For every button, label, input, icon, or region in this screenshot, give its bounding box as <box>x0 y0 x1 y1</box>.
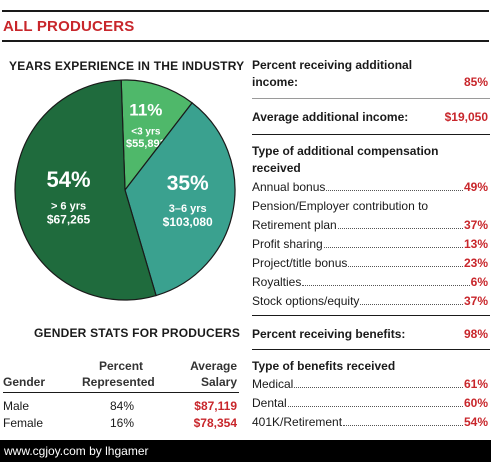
avg-additional-income-value: $19,050 <box>444 110 488 124</box>
list-item: Dental 60% <box>252 396 490 415</box>
benefit-types-heading: Type of benefits received <box>252 359 396 373</box>
divider <box>252 315 490 316</box>
pie-slice <box>14 79 157 301</box>
list-item-value: 6% <box>470 275 488 289</box>
col-salary-line2: Salary <box>200 375 237 389</box>
col-percent-line1: Percent <box>99 359 144 373</box>
additional-income-label-1: Percent receiving additional <box>252 58 413 72</box>
table-row: Male 84% $87,119 <box>3 398 239 415</box>
leader-dots <box>337 228 463 229</box>
list-item-label: Dental <box>252 396 287 410</box>
divider <box>252 134 490 135</box>
divider <box>252 349 490 350</box>
benefits-label: Percent receiving benefits: <box>252 327 406 341</box>
pie-pct-label: 11% <box>129 101 162 120</box>
list-item: Pension/Employer contribution to <box>252 199 490 218</box>
list-item: Stock options/equity 37% <box>252 294 490 313</box>
benefits-value: 98% <box>463 327 488 341</box>
list-item: Project/title bonus 23% <box>252 256 490 275</box>
gender-table-header: Gender Percent Represented Average Salar… <box>3 357 239 391</box>
list-item-label: Stock options/equity <box>252 294 360 308</box>
page-title: ALL PRODUCERS <box>3 18 135 35</box>
pie-range-label: > 6 yrs <box>51 201 86 213</box>
pie-slice <box>124 102 236 297</box>
pie-pct-label: 35% <box>167 172 209 195</box>
list-item-value: 23% <box>463 256 488 270</box>
experience-pie-chart: 11% <3 yrs$55,893 35% 3–6 yrs$103,080 54% > 6… <box>14 79 236 301</box>
leader-dots <box>326 190 463 191</box>
comp-types-heading-1: Type of additional compensation <box>252 144 439 158</box>
pie-pct-label: 54% <box>47 167 91 192</box>
comp-types-heading: Type of additional compensation received <box>252 143 490 177</box>
list-item-label: Profit sharing <box>252 237 323 251</box>
pie-salary-label: $103,080 <box>163 215 213 229</box>
col-gender: Gender <box>3 375 46 389</box>
leader-dots <box>287 406 463 407</box>
benefit-types-list: Medical 61% Dental 60% 401K/Retirement 5… <box>252 377 490 434</box>
col-percent-line2: Represented <box>82 375 155 389</box>
percent-cell: 16% <box>110 416 135 430</box>
list-item-value: 37% <box>463 218 488 232</box>
comp-types-list: Annual bonus 49% Pension/Employer contri… <box>252 180 490 313</box>
leader-dots <box>294 387 463 388</box>
list-item-value: 49% <box>463 180 488 194</box>
gender-table-divider <box>3 392 239 393</box>
pie-salary-label: $55,893 <box>126 138 166 150</box>
divider <box>252 98 490 99</box>
gender-cell: Female <box>3 416 44 430</box>
list-item: Medical 61% <box>252 377 490 396</box>
list-item: Annual bonus 49% <box>252 180 490 199</box>
pie-salary-label: $67,265 <box>47 212 91 226</box>
avg-additional-income-stat: Average additional income: $19,050 <box>252 109 490 126</box>
additional-income-label-2: income: <box>252 75 299 89</box>
gender-heading: GENDER STATS FOR PRODUCERS <box>34 326 241 340</box>
additional-income-stat: Percent receiving additional income: 85% <box>252 57 490 91</box>
list-item-value: 61% <box>463 377 488 391</box>
list-item: 401K/Retirement 54% <box>252 415 490 434</box>
leader-dots <box>343 425 463 426</box>
list-item-label: Project/title bonus <box>252 256 348 270</box>
list-item: Royalties 6% <box>252 275 490 294</box>
leader-dots <box>348 266 463 267</box>
salary-cell: $78,354 <box>193 416 237 430</box>
title-rule <box>2 40 489 42</box>
leader-dots <box>360 304 463 305</box>
list-item-label: Medical <box>252 377 294 391</box>
footer-credit: www.cgjoy.com by lhgamer <box>0 440 491 462</box>
list-item-label: Retirement plan <box>252 218 337 232</box>
top-rule <box>2 10 489 12</box>
leader-dots <box>302 285 470 286</box>
leader-dots <box>323 247 463 248</box>
list-item-label: Pension/Employer contribution to <box>252 199 429 213</box>
list-item-label: Annual bonus <box>252 180 326 194</box>
list-item-value: 37% <box>463 294 488 308</box>
pie-range-label: <3 yrs <box>131 127 161 138</box>
avg-additional-income-label: Average additional income: <box>252 110 409 124</box>
pie-slice <box>120 79 193 192</box>
gender-table: Gender Percent Represented Average Salar… <box>3 357 239 432</box>
col-salary-line1: Average <box>190 359 237 373</box>
gender-cell: Male <box>3 399 30 413</box>
experience-heading: YEARS EXPERIENCE IN THE INDUSTRY <box>9 59 245 73</box>
list-item-value: 54% <box>463 415 488 429</box>
list-item: Retirement plan 37% <box>252 218 490 237</box>
additional-income-value: 85% <box>463 75 488 89</box>
salary-cell: $87,119 <box>194 399 237 413</box>
list-item: Profit sharing 13% <box>252 237 490 256</box>
benefits-stat: Percent receiving benefits: 98% <box>252 326 490 343</box>
list-item-label: 401K/Retirement <box>252 415 343 429</box>
list-item-value: 60% <box>463 396 488 410</box>
comp-types-heading-2: received <box>252 161 301 175</box>
percent-cell: 84% <box>110 399 135 413</box>
pie-range-label: 3–6 yrs <box>169 203 207 215</box>
table-row: Female 16% $78,354 <box>3 415 239 432</box>
list-item-value: 13% <box>463 237 488 251</box>
list-item-label: Royalties <box>252 275 302 289</box>
